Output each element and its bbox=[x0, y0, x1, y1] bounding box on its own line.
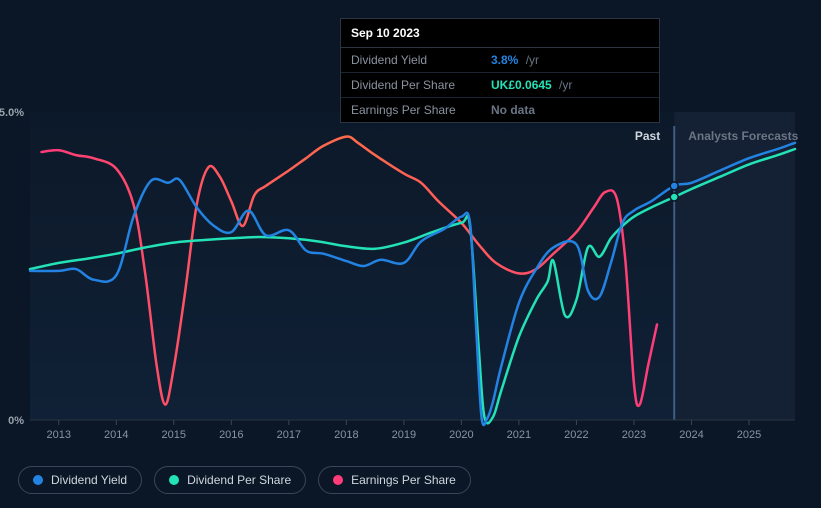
x-axis-tick: 2017 bbox=[277, 429, 301, 441]
legend-item[interactable]: Dividend Per Share bbox=[154, 466, 306, 494]
legend-dot-icon bbox=[169, 475, 179, 485]
tooltip-row-value: 3.8% /yr bbox=[491, 53, 539, 67]
legend-item[interactable]: Earnings Per Share bbox=[318, 466, 471, 494]
tooltip-row: Dividend Per ShareUK£0.0645 /yr bbox=[341, 72, 659, 97]
x-axis-tick: 2025 bbox=[737, 429, 761, 441]
region-label-past: Past bbox=[635, 129, 660, 143]
legend-label: Dividend Per Share bbox=[187, 473, 291, 487]
cursor-marker-dividend_per_share bbox=[670, 193, 678, 201]
y-axis-tick: 0% bbox=[8, 415, 24, 427]
tooltip-row-value: No data bbox=[491, 103, 535, 117]
tooltip-row-key: Earnings Per Share bbox=[351, 103, 491, 117]
x-axis-tick: 2021 bbox=[507, 429, 531, 441]
x-axis-tick: 2016 bbox=[219, 429, 243, 441]
tooltip-date: Sep 10 2023 bbox=[341, 19, 659, 48]
x-axis-tick: 2014 bbox=[104, 429, 128, 441]
tooltip-row-value: UK£0.0645 /yr bbox=[491, 78, 572, 92]
x-axis-tick: 2022 bbox=[564, 429, 588, 441]
legend-item[interactable]: Dividend Yield bbox=[18, 466, 142, 494]
tooltip-row: Earnings Per ShareNo data bbox=[341, 97, 659, 122]
dividend-chart: 0% 5.0% 2013 2014 2015 2016 2017 2018 2019 2020 20… bbox=[0, 0, 821, 508]
chart-tooltip: Sep 10 2023 Dividend Yield3.8% /yrDivide… bbox=[340, 18, 660, 123]
x-axis-tick: 2024 bbox=[679, 429, 703, 441]
tooltip-row-key: Dividend Per Share bbox=[351, 78, 491, 92]
x-axis-tick: 2019 bbox=[392, 429, 416, 441]
tooltip-row: Dividend Yield3.8% /yr bbox=[341, 48, 659, 72]
cursor-marker-dividend_yield bbox=[670, 182, 678, 190]
x-axis-tick: 2013 bbox=[47, 429, 71, 441]
x-axis-tick: 2023 bbox=[622, 429, 646, 441]
tooltip-row-key: Dividend Yield bbox=[351, 53, 491, 67]
region-label-forecast: Analysts Forecasts bbox=[688, 129, 798, 143]
x-axis-tick: 2018 bbox=[334, 429, 358, 441]
y-axis-tick: 5.0% bbox=[0, 107, 24, 119]
legend-dot-icon bbox=[33, 475, 43, 485]
chart-legend: Dividend Yield Dividend Per Share Earnings… bbox=[18, 466, 471, 494]
legend-label: Earnings Per Share bbox=[351, 473, 456, 487]
legend-label: Dividend Yield bbox=[51, 473, 127, 487]
legend-dot-icon bbox=[333, 475, 343, 485]
x-axis-tick: 2015 bbox=[162, 429, 186, 441]
x-axis-tick: 2020 bbox=[449, 429, 473, 441]
